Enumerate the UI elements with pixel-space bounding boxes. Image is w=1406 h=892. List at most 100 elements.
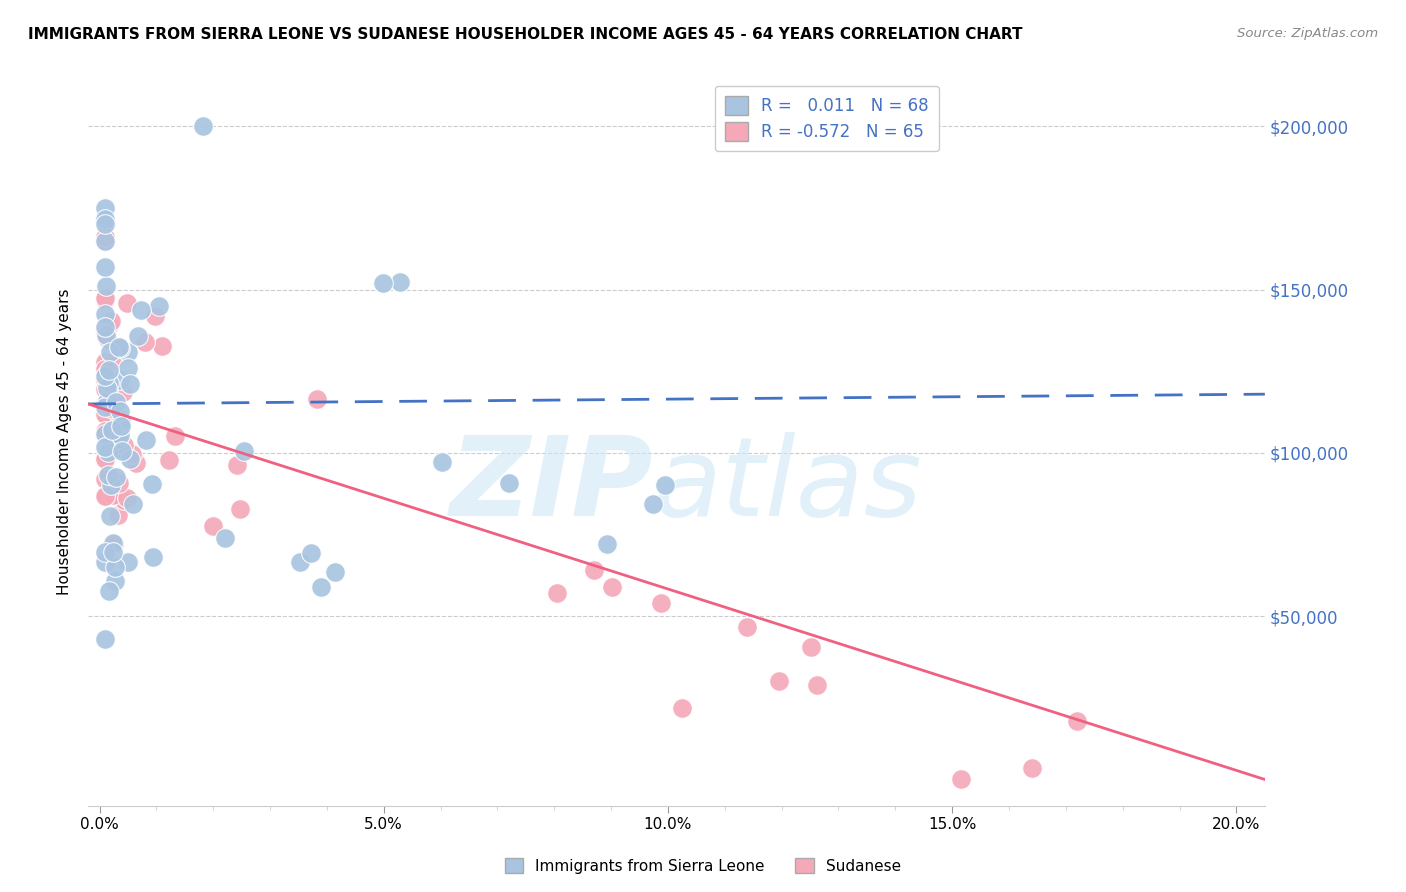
Point [373,276,395,290]
Point [94,218,117,232]
Point [94,490,117,504]
Point [111,384,134,399]
Point [94,424,117,438]
Point [104,574,127,588]
Point [94,400,117,414]
Point [120,377,142,392]
Point [671,700,693,714]
Point [94,230,117,244]
Legend: Immigrants from Sierra Leone, Sudanese: Immigrants from Sierra Leone, Sudanese [499,852,907,880]
Point [96,381,118,395]
Point [94,451,117,466]
Point [806,677,828,691]
Point [654,478,676,492]
Point [96,393,118,408]
Point [643,497,665,511]
Point [120,452,142,467]
Point [112,438,135,452]
Point [94,555,117,569]
Point [108,412,131,426]
Text: IMMIGRANTS FROM SIERRA LEONE VS SUDANESE HOUSEHOLDER INCOME AGES 45 - 64 YEARS C: IMMIGRANTS FROM SIERRA LEONE VS SUDANESE… [28,27,1022,42]
Point [1021,761,1043,775]
Text: atlas: atlas [652,432,921,539]
Point [94,472,117,486]
Point [98,376,121,391]
Point [121,497,143,511]
Point [650,596,672,610]
Point [214,531,236,545]
Point [94,291,117,305]
Point [117,361,139,376]
Point [94,382,117,396]
Point [103,537,125,551]
Point [94,293,117,308]
Point [108,373,131,387]
Point [98,345,121,359]
Point [134,335,156,350]
Point [108,476,131,491]
Point [596,537,619,551]
Point [94,407,117,421]
Point [94,451,117,466]
Point [97,363,120,377]
Point [105,470,128,484]
Point [107,508,129,522]
Point [141,476,163,491]
Point [96,331,118,345]
Point [101,424,124,438]
Point [104,559,127,574]
Point [96,279,118,293]
Point [142,550,165,565]
Point [94,397,117,411]
Point [165,429,187,443]
Point [97,318,120,332]
Point [115,296,138,310]
Point [115,491,138,506]
Point [202,519,225,533]
Point [110,415,132,429]
Point [94,545,117,559]
Point [104,394,127,409]
Point [94,368,117,383]
Point [600,580,623,594]
Point [103,536,125,550]
Point [388,275,411,289]
Point [100,355,122,369]
Point [94,212,117,227]
Point [97,467,120,482]
Point [582,563,605,577]
Point [98,401,121,416]
Point [112,493,135,508]
Point [1066,714,1088,728]
Point [98,428,121,442]
Point [107,433,129,447]
Point [101,545,124,559]
Point [152,339,174,353]
Point [768,674,790,689]
Text: ZIP: ZIP [450,432,652,539]
Point [430,455,453,469]
Point [157,453,180,467]
Point [288,555,311,569]
Point [94,402,117,417]
Point [309,580,332,594]
Point [111,443,134,458]
Point [94,489,117,503]
Point [97,444,120,458]
Point [94,361,117,376]
Point [143,310,166,324]
Point [94,427,117,442]
Point [94,359,117,374]
Point [94,428,117,442]
Point [323,566,346,580]
Point [97,385,120,400]
Point [232,443,254,458]
Point [127,329,149,343]
Point [121,447,143,461]
Point [94,452,117,467]
Point [94,632,117,646]
Point [111,442,134,456]
Point [117,344,139,359]
Legend: R =   0.011   N = 68, R = -0.572   N = 65: R = 0.011 N = 68, R = -0.572 N = 65 [714,86,939,151]
Point [110,419,132,434]
